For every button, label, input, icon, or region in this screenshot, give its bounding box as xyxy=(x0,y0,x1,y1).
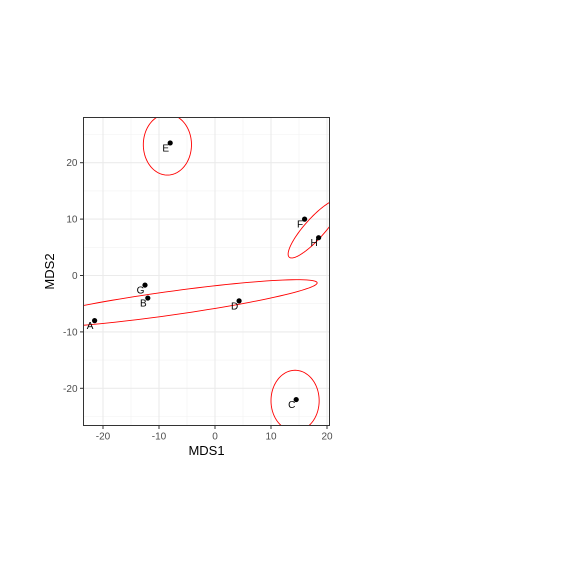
x-tick-label: 10 xyxy=(265,432,277,443)
point-label-b: B xyxy=(140,299,147,310)
y-tick-label: -10 xyxy=(63,327,78,338)
grid xyxy=(83,117,330,426)
point-label-f: F xyxy=(297,220,303,231)
group-ellipses xyxy=(83,117,330,426)
y-axis-ticks: -20 -10 0 10 20 xyxy=(63,158,84,395)
point-label-g: G xyxy=(137,286,145,297)
point-labels: A B C D E F G H xyxy=(87,143,318,411)
x-axis-title: MDS1 xyxy=(188,443,224,458)
point-h xyxy=(316,235,322,241)
x-tick-label: 20 xyxy=(321,432,333,443)
point-label-d: D xyxy=(231,301,238,312)
point-f xyxy=(302,216,308,222)
point-b xyxy=(145,295,151,301)
y-tick-label: 10 xyxy=(66,215,78,226)
y-axis-title: MDS2 xyxy=(42,253,57,289)
ellipse-e xyxy=(142,117,192,176)
ellipse-c xyxy=(270,369,320,426)
x-tick-label: 0 xyxy=(212,432,218,443)
panel-border xyxy=(83,117,330,426)
panel-background xyxy=(83,117,330,426)
data-points xyxy=(92,140,322,403)
x-tick-label: -10 xyxy=(152,432,167,443)
point-label-e: E xyxy=(162,143,169,154)
ellipse-fh xyxy=(287,201,330,259)
x-axis-ticks: -20 -10 0 10 20 xyxy=(96,425,333,443)
point-c xyxy=(293,396,299,403)
point-label-h: H xyxy=(310,238,317,249)
x-tick-label: -20 xyxy=(96,432,111,443)
point-e xyxy=(167,140,173,146)
point-g xyxy=(142,282,148,288)
y-tick-label: 0 xyxy=(72,271,78,282)
point-a xyxy=(92,318,98,324)
point-d xyxy=(236,298,242,304)
point-label-c: C xyxy=(288,400,295,411)
y-tick-label: -20 xyxy=(63,384,78,395)
ellipse-abdg xyxy=(83,279,318,326)
y-tick-label: 20 xyxy=(66,158,78,169)
point-label-a: A xyxy=(87,321,94,332)
